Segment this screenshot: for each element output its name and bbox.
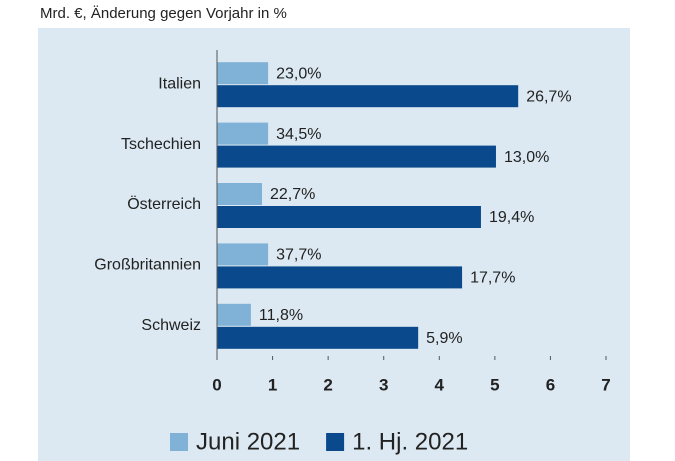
bar	[217, 62, 269, 85]
x-tick-label: 3	[379, 375, 388, 394]
subtitle: Mrd. €, Änderung gegen Vorjahr in %	[40, 5, 287, 22]
legend-swatch	[170, 433, 188, 451]
change-label: 37,7%	[276, 247, 321, 264]
change-label: 34,5%	[276, 126, 321, 143]
x-tick-label: 7	[601, 375, 610, 394]
bar	[217, 85, 519, 108]
category-label: Großbritannien	[94, 257, 201, 274]
x-tick-label: 4	[435, 375, 445, 394]
x-tick-label: 1	[268, 375, 277, 394]
bar	[217, 145, 496, 168]
x-tick-label: 2	[323, 375, 332, 394]
change-label: 22,7%	[270, 186, 315, 203]
change-label: 5,9%	[426, 330, 462, 347]
change-label: 11,8%	[259, 307, 303, 324]
legend-label: 1. Hj. 2021	[352, 428, 468, 455]
change-label: 19,4%	[489, 209, 534, 226]
x-tick-label: 5	[490, 375, 499, 394]
legend-label: Juni 2021	[196, 428, 300, 455]
category-label: Schweiz	[141, 317, 201, 334]
category-label: Tschechien	[121, 136, 201, 153]
bar	[217, 266, 463, 289]
bar	[217, 243, 269, 266]
change-label: 23,0%	[276, 65, 321, 82]
change-label: 13,0%	[504, 149, 549, 166]
change-label: 26,7%	[526, 88, 571, 105]
category-label: Österreich	[127, 195, 201, 213]
bar	[217, 326, 419, 349]
bar	[217, 303, 251, 326]
legend-swatch	[326, 433, 345, 451]
category-label: Italien	[158, 75, 201, 92]
bar	[217, 122, 269, 145]
x-tick-label: 0	[212, 375, 221, 394]
bar	[217, 206, 481, 228]
change-label: 17,7%	[470, 270, 515, 287]
bar	[217, 183, 263, 205]
x-tick-label: 6	[546, 375, 555, 394]
